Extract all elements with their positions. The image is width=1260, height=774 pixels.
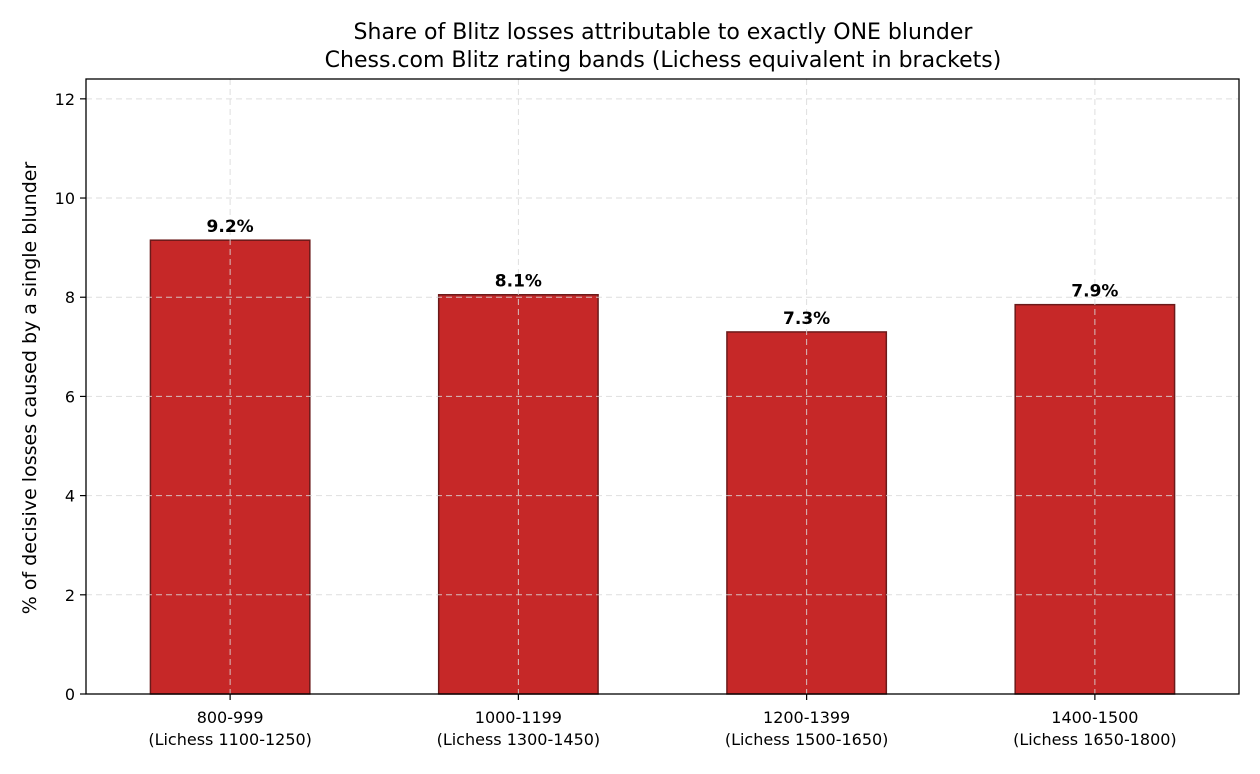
y-tick-label: 0 — [65, 685, 75, 704]
x-tick-label: (Lichess 1500-1650) — [725, 730, 889, 749]
x-tick-label: 1000-1199 — [475, 708, 562, 727]
x-tick-label: 800-999 — [197, 708, 264, 727]
x-tick-label: (Lichess 1300-1450) — [437, 730, 601, 749]
x-tick-label: (Lichess 1100-1250) — [148, 730, 312, 749]
bar-value-label: 8.1% — [495, 272, 542, 292]
label-layer: 0 2 4 6 8 10 12 800-999 (Lichess 1100-1250) 1000-… — [55, 90, 1177, 749]
bar-value-label: 7.9% — [1071, 282, 1118, 302]
y-tick-label: 10 — [55, 189, 75, 208]
bar — [149, 239, 311, 695]
plot-frame — [85, 78, 1240, 695]
y-tick-label: 2 — [65, 586, 75, 605]
y-axis-label: % of decisive losses caused by a single … — [19, 162, 41, 615]
bar-value-label: 7.3% — [783, 309, 830, 329]
x-tick-label: (Lichess 1650-1800) — [1013, 730, 1177, 749]
chart-title: Share of Blitz losses attributable to ex… — [354, 20, 974, 45]
axis-layer — [80, 78, 1240, 700]
y-tick-label: 12 — [55, 90, 75, 109]
bar-value-label: 9.2% — [207, 217, 254, 237]
x-tick-label: 1400-1500 — [1051, 708, 1138, 727]
chart-subtitle: Chess.com Blitz rating bands (Lichess eq… — [325, 48, 1002, 73]
y-tick-label: 8 — [65, 288, 75, 307]
y-tick-label: 6 — [65, 387, 75, 406]
bar-layer — [149, 239, 1176, 695]
y-tick-label: 4 — [65, 487, 75, 506]
x-tick-label: 1200-1399 — [763, 708, 850, 727]
